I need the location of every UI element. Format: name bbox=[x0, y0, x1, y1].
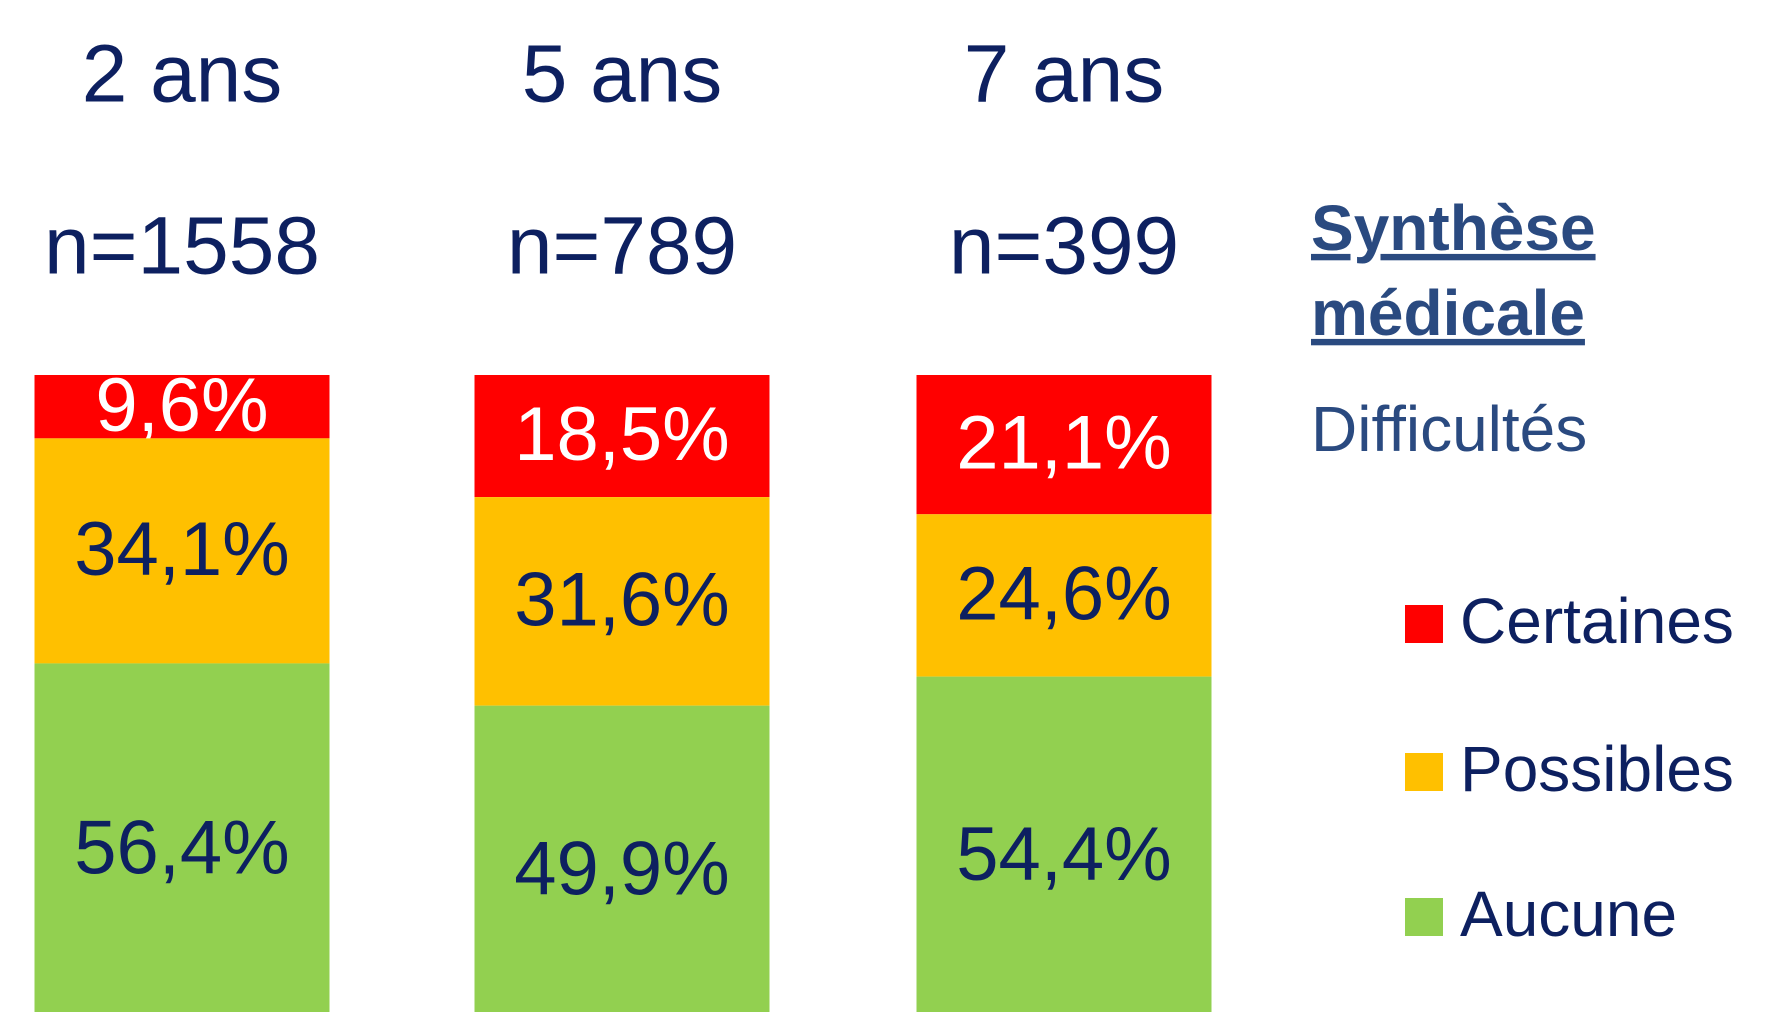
bar-segment bbox=[474, 375, 770, 498]
bar-segment bbox=[474, 705, 770, 1012]
x-tick-label: 7 ans bbox=[964, 29, 1165, 120]
bar-segment bbox=[916, 676, 1212, 1012]
legend-subtitle: Difficultés bbox=[1311, 393, 1587, 465]
value-label: 54,4% bbox=[956, 812, 1172, 897]
sample-size: n=789 bbox=[507, 201, 737, 292]
sample-size: n=399 bbox=[949, 201, 1179, 292]
legend-label: Possibles bbox=[1460, 733, 1734, 805]
bar-segment bbox=[916, 514, 1212, 677]
value-label: 31,6% bbox=[514, 557, 730, 642]
legend-swatch bbox=[1405, 605, 1443, 643]
legend-swatch bbox=[1405, 753, 1443, 791]
legend-title: Synthèse bbox=[1311, 192, 1596, 264]
legend-swatch bbox=[1405, 898, 1443, 936]
sample-size: n=1558 bbox=[44, 201, 320, 292]
bar-segment bbox=[34, 375, 330, 439]
value-label: 9,6% bbox=[95, 363, 268, 448]
legend-title: médicale bbox=[1311, 277, 1585, 349]
legend-label: Certaines bbox=[1460, 585, 1734, 657]
x-tick-label: 2 ans bbox=[82, 29, 283, 120]
bar-segment bbox=[34, 438, 330, 664]
value-label: 49,9% bbox=[514, 826, 730, 911]
value-label: 24,6% bbox=[956, 552, 1172, 637]
x-tick-label: 5 ans bbox=[522, 29, 723, 120]
value-label: 18,5% bbox=[514, 392, 730, 477]
bar-segment bbox=[474, 497, 770, 706]
value-label: 34,1% bbox=[74, 507, 290, 592]
bar-segment bbox=[916, 375, 1212, 515]
value-label: 56,4% bbox=[74, 806, 290, 891]
value-label: 21,1% bbox=[956, 401, 1172, 486]
legend-label: Aucune bbox=[1460, 878, 1677, 950]
bar-segment bbox=[34, 663, 330, 1012]
